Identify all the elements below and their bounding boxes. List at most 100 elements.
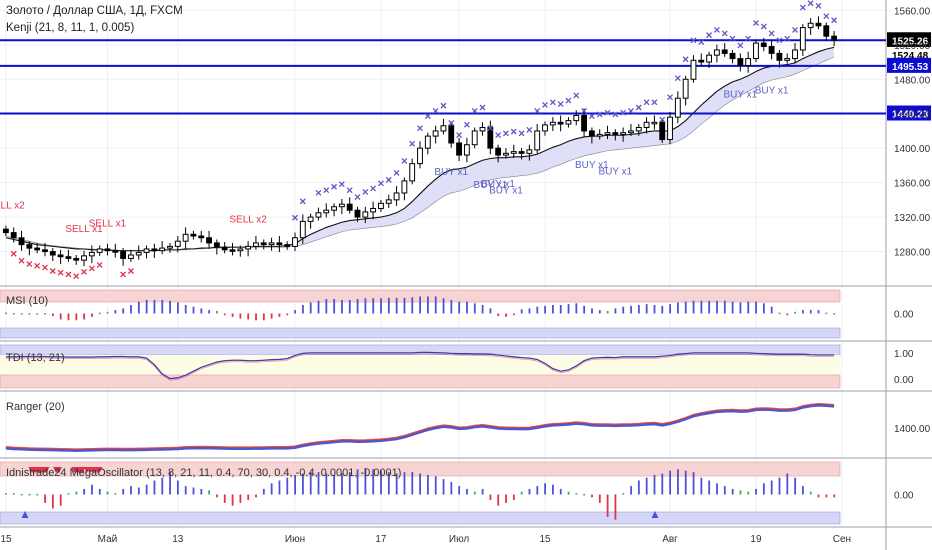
price-axis[interactable]: 1280.00 1320.00 1360.00 1400.00 1440.00 1480.… [894, 6, 931, 501]
histogram-bar [606, 494, 609, 517]
histogram-bar [317, 472, 320, 495]
histogram-bar [692, 472, 695, 495]
x-marker [401, 157, 408, 164]
triangle-down-marker [56, 467, 63, 473]
price-candles[interactable] [2, 16, 838, 267]
x-marker-stroke [753, 20, 759, 27]
x-marker [120, 271, 127, 278]
histogram-bar [536, 306, 539, 314]
histogram-bar [825, 494, 828, 498]
time-tick-label[interactable]: Авг [662, 534, 678, 545]
histogram-bar [747, 301, 750, 314]
x-marker [10, 250, 17, 257]
tdi-signal-line [5, 353, 835, 381]
candle [307, 216, 314, 222]
x-marker [596, 111, 603, 118]
time-tick-label[interactable]: 13 [172, 534, 184, 545]
histogram-bar [817, 494, 820, 498]
x-marker [346, 187, 353, 194]
time-tick-label[interactable]: 15 [0, 534, 12, 545]
price-tag [887, 57, 931, 73]
x-marker [463, 121, 470, 128]
tdi-tick-label: 0.00 [894, 375, 914, 386]
histogram-bar [825, 312, 828, 315]
price-tick-label: 1280.00 [894, 248, 931, 259]
ranger-band-line [5, 404, 835, 451]
candle [417, 147, 423, 165]
tdi-neutral-zone [0, 355, 840, 375]
time-tick-label[interactable]: Июн [285, 534, 305, 545]
ranger-pane-title: Ranger (20) [6, 401, 65, 413]
triangle-down-marker [79, 467, 86, 473]
histogram-bar [278, 480, 281, 495]
x-marker [643, 99, 650, 106]
histogram-bar [583, 305, 586, 314]
mega-oversold-zone [0, 511, 841, 525]
time-tick-label[interactable]: Май [98, 534, 118, 545]
histogram-bar [51, 494, 54, 509]
ranger-band-line [5, 404, 835, 451]
histogram-bar [559, 488, 562, 495]
histogram-bar [200, 488, 203, 495]
candle [698, 59, 705, 63]
candle [409, 163, 416, 182]
histogram-bar [458, 301, 461, 314]
histogram-bar [145, 484, 148, 495]
time-tick-label[interactable]: Июл [449, 534, 469, 545]
x-marker [573, 92, 580, 99]
histogram-bar [380, 470, 382, 495]
candle [253, 242, 259, 247]
candle [588, 130, 595, 137]
candle [135, 251, 142, 256]
x-marker-stroke [784, 35, 791, 42]
x-marker [417, 125, 423, 132]
histogram-bar [567, 491, 570, 495]
histogram-bar [450, 299, 453, 314]
x-marker-stroke [823, 13, 830, 20]
x-marker-stroke [65, 271, 72, 278]
time-tick-label[interactable]: 15 [539, 534, 551, 545]
histogram-bar [802, 310, 804, 314]
histogram-bar [481, 305, 484, 314]
histogram-bar [497, 313, 500, 317]
histogram-bar [231, 313, 234, 317]
price-tick-label: 1520.00 [894, 41, 931, 52]
x-marker [518, 130, 525, 137]
histogram-bar [497, 494, 500, 506]
x-marker [448, 120, 455, 126]
candle [292, 237, 298, 247]
candle [159, 247, 166, 252]
time-tick-label[interactable]: 19 [750, 534, 762, 545]
histogram-bar [528, 488, 531, 495]
histogram-bar [403, 472, 406, 495]
candle [88, 251, 95, 257]
candle [776, 52, 783, 61]
time-tick-label[interactable]: 17 [375, 534, 387, 545]
histogram-bar [677, 469, 679, 495]
price-tag-label: 1440.23 [892, 110, 929, 121]
histogram-bar [270, 483, 273, 495]
candle [276, 242, 283, 246]
histogram-bar [239, 313, 242, 319]
candle [323, 209, 330, 214]
x-marker [612, 111, 619, 118]
histogram-bar [708, 480, 711, 495]
candle [549, 121, 556, 126]
candle [18, 237, 25, 246]
histogram-bar [762, 483, 765, 495]
histogram-bar [348, 299, 351, 314]
time-tick-label[interactable]: Сен [833, 534, 851, 545]
candle [432, 130, 439, 137]
candle [49, 251, 56, 256]
time-axis[interactable]: 15 Май 13 Июн 17 Июл 15 Авг 19 Сен [0, 534, 851, 545]
histogram-bar [247, 494, 250, 501]
x-marker-stroke [479, 104, 486, 111]
x-marker [698, 39, 705, 45]
candle [268, 242, 275, 246]
histogram-bar [106, 311, 109, 314]
x-marker-stroke [377, 180, 384, 187]
histogram-bar [434, 296, 437, 314]
triangle-down-marker [96, 467, 103, 473]
